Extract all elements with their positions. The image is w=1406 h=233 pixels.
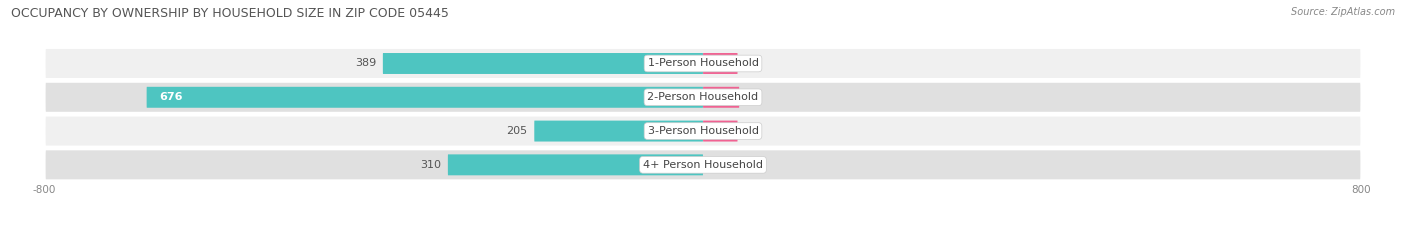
Text: 44: 44 xyxy=(745,92,761,102)
Text: 3-Person Household: 3-Person Household xyxy=(648,126,758,136)
FancyBboxPatch shape xyxy=(45,48,1361,79)
Text: 205: 205 xyxy=(506,126,527,136)
Text: 1-Person Household: 1-Person Household xyxy=(648,58,758,69)
Text: OCCUPANCY BY OWNERSHIP BY HOUSEHOLD SIZE IN ZIP CODE 05445: OCCUPANCY BY OWNERSHIP BY HOUSEHOLD SIZE… xyxy=(11,7,449,20)
FancyBboxPatch shape xyxy=(45,116,1361,147)
Text: 42: 42 xyxy=(744,126,758,136)
FancyBboxPatch shape xyxy=(703,53,738,74)
FancyBboxPatch shape xyxy=(703,121,738,141)
Text: 676: 676 xyxy=(159,92,183,102)
FancyBboxPatch shape xyxy=(45,149,1361,180)
FancyBboxPatch shape xyxy=(449,154,703,175)
FancyBboxPatch shape xyxy=(146,87,703,108)
Text: 0: 0 xyxy=(710,160,717,170)
FancyBboxPatch shape xyxy=(45,82,1361,113)
Text: Source: ZipAtlas.com: Source: ZipAtlas.com xyxy=(1291,7,1395,17)
FancyBboxPatch shape xyxy=(534,121,703,141)
Text: 42: 42 xyxy=(744,58,758,69)
FancyBboxPatch shape xyxy=(382,53,703,74)
Text: 4+ Person Household: 4+ Person Household xyxy=(643,160,763,170)
Text: 310: 310 xyxy=(420,160,441,170)
Text: 389: 389 xyxy=(354,58,377,69)
Text: 2-Person Household: 2-Person Household xyxy=(647,92,759,102)
FancyBboxPatch shape xyxy=(703,87,740,108)
